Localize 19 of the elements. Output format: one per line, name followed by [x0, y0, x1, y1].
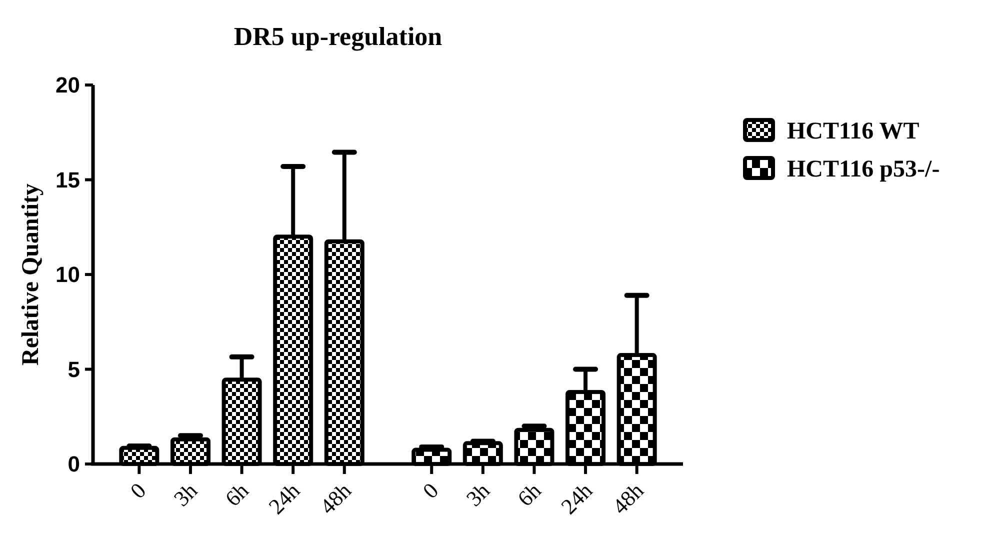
x-tick-label: 0	[125, 478, 151, 504]
x-tick-label: 3h	[168, 478, 202, 512]
x-tick-label: 6h	[220, 478, 254, 512]
x-tick-label: 48h	[607, 478, 648, 519]
y-tick-label: 20	[56, 72, 80, 98]
y-tick-label: 0	[68, 452, 80, 477]
legend-label: HCT116 p53-/-	[787, 156, 940, 182]
y-axis-title: Relative Quantity	[18, 184, 44, 366]
x-tick-label: 24h	[556, 478, 598, 519]
y-tick-label: 10	[56, 262, 80, 288]
chart-title: DR5 up-regulation	[234, 22, 443, 51]
x-tick-label: 3h	[461, 478, 494, 512]
x-tick-label: 24h	[264, 478, 305, 519]
x-tick-label: 0	[418, 478, 444, 504]
x-tick-label: 48h	[314, 478, 356, 519]
y-tick-label: 5	[68, 356, 80, 382]
y-tick-label: 15	[56, 167, 80, 192]
legend-label: HCT116 WT	[787, 118, 920, 144]
x-tick-label: 6h	[512, 478, 546, 512]
